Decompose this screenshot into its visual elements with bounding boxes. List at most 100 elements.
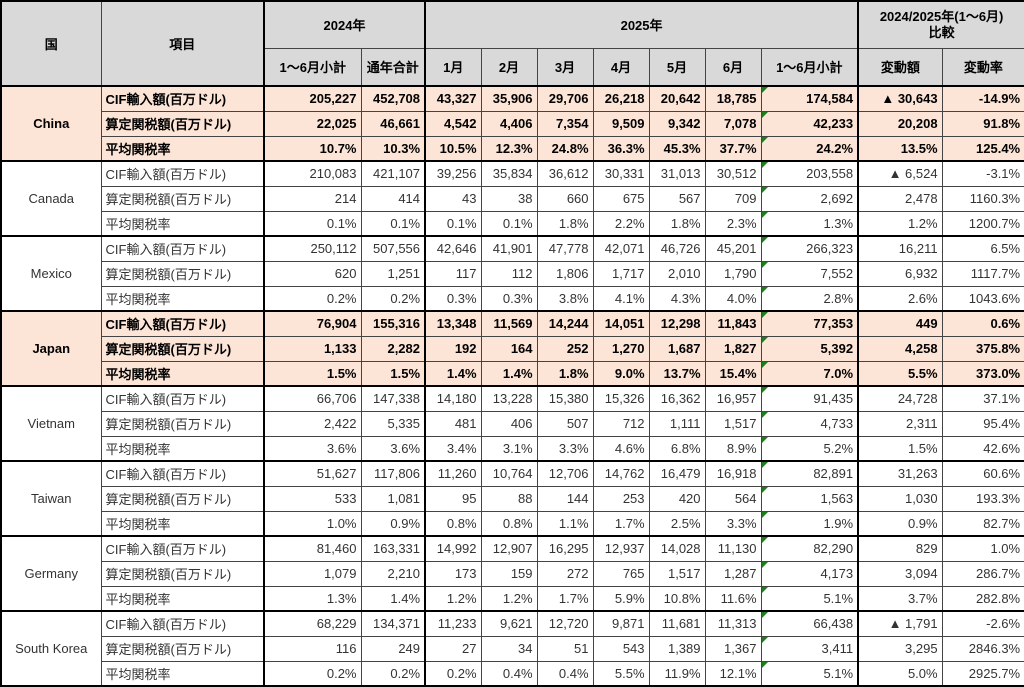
- value-cell: 1.5%: [857, 435, 943, 462]
- header-year-2025: 2025年: [424, 0, 859, 49]
- value-cell: 35,834: [480, 160, 538, 187]
- value-cell: 373.0%: [941, 360, 1024, 387]
- value-cell: 421,107: [360, 160, 426, 187]
- value-cell: 31,263: [857, 460, 943, 487]
- value-cell: 45,201: [704, 235, 762, 262]
- value-cell-with-comment-triangle-icon: 1,563: [760, 485, 859, 512]
- row-label: CIF輸入額(百万ドル): [100, 385, 265, 412]
- value-cell: ▲ 30,643: [857, 85, 943, 112]
- value-cell: 76,904: [263, 310, 362, 337]
- value-cell: 214: [263, 185, 362, 212]
- value-cell: 36.3%: [592, 135, 650, 162]
- value-cell: 1,517: [648, 560, 706, 587]
- header-comparison-line2: 比較: [928, 24, 955, 40]
- value-cell-with-comment-triangle-icon: 1.9%: [760, 510, 859, 537]
- value-cell: 709: [704, 185, 762, 212]
- table-row: 算定関税額(百万ドル) 2,422 5,335 481 406 507 712 1,111 1,…: [1, 410, 1024, 437]
- header-2024-full-year: 通年合計: [360, 47, 426, 87]
- value-cell: 43: [424, 185, 482, 212]
- value-cell: 7,078: [704, 110, 762, 137]
- value-cell: 193.3%: [941, 485, 1024, 512]
- value-cell: 0.8%: [424, 510, 482, 537]
- table-row: Germany CIF輸入額(百万ドル) 81,460 163,331 14,992 12…: [0, 535, 1024, 612]
- value-cell: 406: [480, 410, 538, 437]
- value-cell: 1.7%: [536, 585, 594, 612]
- value-cell: 0.8%: [480, 510, 538, 537]
- value-cell: 2.3%: [704, 210, 762, 237]
- country-name: Taiwan: [0, 460, 102, 537]
- value-cell: 0.1%: [424, 210, 482, 237]
- value-cell: 4,406: [480, 110, 538, 137]
- value-cell: 164: [480, 335, 538, 362]
- header-2024-h1-subtotal: 1～6月小計: [263, 47, 362, 87]
- value-cell: 10.8%: [648, 585, 706, 612]
- header-2025-h1-subtotal: 1～6月小計: [760, 47, 859, 87]
- value-cell: 16,957: [704, 385, 762, 412]
- row-label: CIF輸入額(百万ドル): [100, 235, 265, 262]
- table-row: 平均関税率 1.5% 1.5% 1.4% 1.4% 1.8% 9.0% 13.7% 15.4% 7…: [1, 360, 1024, 387]
- value-cell: 14,051: [592, 310, 650, 337]
- row-label: 算定関税額(百万ドル): [100, 410, 265, 437]
- header-change-amount: 変動額: [857, 47, 943, 87]
- value-cell: 42,071: [592, 235, 650, 262]
- value-cell: 1,687: [648, 335, 706, 362]
- value-cell: 39,256: [424, 160, 482, 187]
- value-cell: 155,316: [360, 310, 426, 337]
- value-cell: 1,030: [857, 485, 943, 512]
- value-cell: 11,130: [704, 535, 762, 562]
- value-cell: 163,331: [360, 535, 426, 562]
- table-row: Canada CIF輸入額(百万ドル) 210,083 421,107 39,256 35…: [0, 160, 1024, 237]
- value-cell: 95: [424, 485, 482, 512]
- value-cell: 1.5%: [360, 360, 426, 387]
- value-cell: 620: [263, 260, 362, 287]
- value-cell: 159: [480, 560, 538, 587]
- value-cell: 12,720: [536, 610, 594, 637]
- value-cell: 10,764: [480, 460, 538, 487]
- value-cell: 125.4%: [941, 135, 1024, 162]
- value-cell-with-comment-triangle-icon: 266,323: [760, 235, 859, 262]
- value-cell: 51,627: [263, 460, 362, 487]
- value-cell: 2.5%: [648, 510, 706, 537]
- value-cell: 24.8%: [536, 135, 594, 162]
- value-cell: 16,918: [704, 460, 762, 487]
- value-cell: 13.5%: [857, 135, 943, 162]
- value-cell: 660: [536, 185, 594, 212]
- value-cell: 9,509: [592, 110, 650, 137]
- value-cell: 1,133: [263, 335, 362, 362]
- table-row: 平均関税率 1.0% 0.9% 0.8% 0.8% 1.1% 1.7% 2.5% 3.3% 1.9…: [1, 510, 1024, 537]
- table-row: 算定関税額(百万ドル) 116 249 27 34 51 543 1,389 1,367 3,41…: [1, 635, 1024, 662]
- value-cell: 42,646: [424, 235, 482, 262]
- row-label: CIF輸入額(百万ドル): [100, 85, 265, 112]
- value-cell: 11.6%: [704, 585, 762, 612]
- row-label: CIF輸入額(百万ドル): [100, 535, 265, 562]
- value-cell-with-comment-triangle-icon: 203,558: [760, 160, 859, 187]
- value-cell: 15,380: [536, 385, 594, 412]
- value-cell: 9,871: [592, 610, 650, 637]
- value-cell: 543: [592, 635, 650, 662]
- country-name: Japan: [0, 310, 102, 387]
- value-cell: ▲ 1,791: [857, 610, 943, 637]
- value-cell: 43,327: [424, 85, 482, 112]
- value-cell: 1.2%: [480, 585, 538, 612]
- value-cell: 253: [592, 485, 650, 512]
- value-cell: 34: [480, 635, 538, 662]
- value-cell: 11,233: [424, 610, 482, 637]
- value-cell: 4.3%: [648, 285, 706, 312]
- value-cell: 5,335: [360, 410, 426, 437]
- value-cell: 14,244: [536, 310, 594, 337]
- header-month-may: 5月: [648, 47, 706, 87]
- value-cell: 1117.7%: [941, 260, 1024, 287]
- row-label: CIF輸入額(百万ドル): [100, 610, 265, 637]
- value-cell: 3.6%: [263, 435, 362, 462]
- value-cell: 0.2%: [263, 285, 362, 312]
- value-cell: 1160.3%: [941, 185, 1024, 212]
- value-cell: 11,681: [648, 610, 706, 637]
- value-cell: 5.5%: [857, 360, 943, 387]
- row-label: 算定関税額(百万ドル): [100, 560, 265, 587]
- value-cell: 12.1%: [704, 660, 762, 687]
- value-cell: 15.4%: [704, 360, 762, 387]
- country-name: China: [0, 85, 102, 162]
- value-cell: 210,083: [263, 160, 362, 187]
- value-cell: 0.2%: [424, 660, 482, 687]
